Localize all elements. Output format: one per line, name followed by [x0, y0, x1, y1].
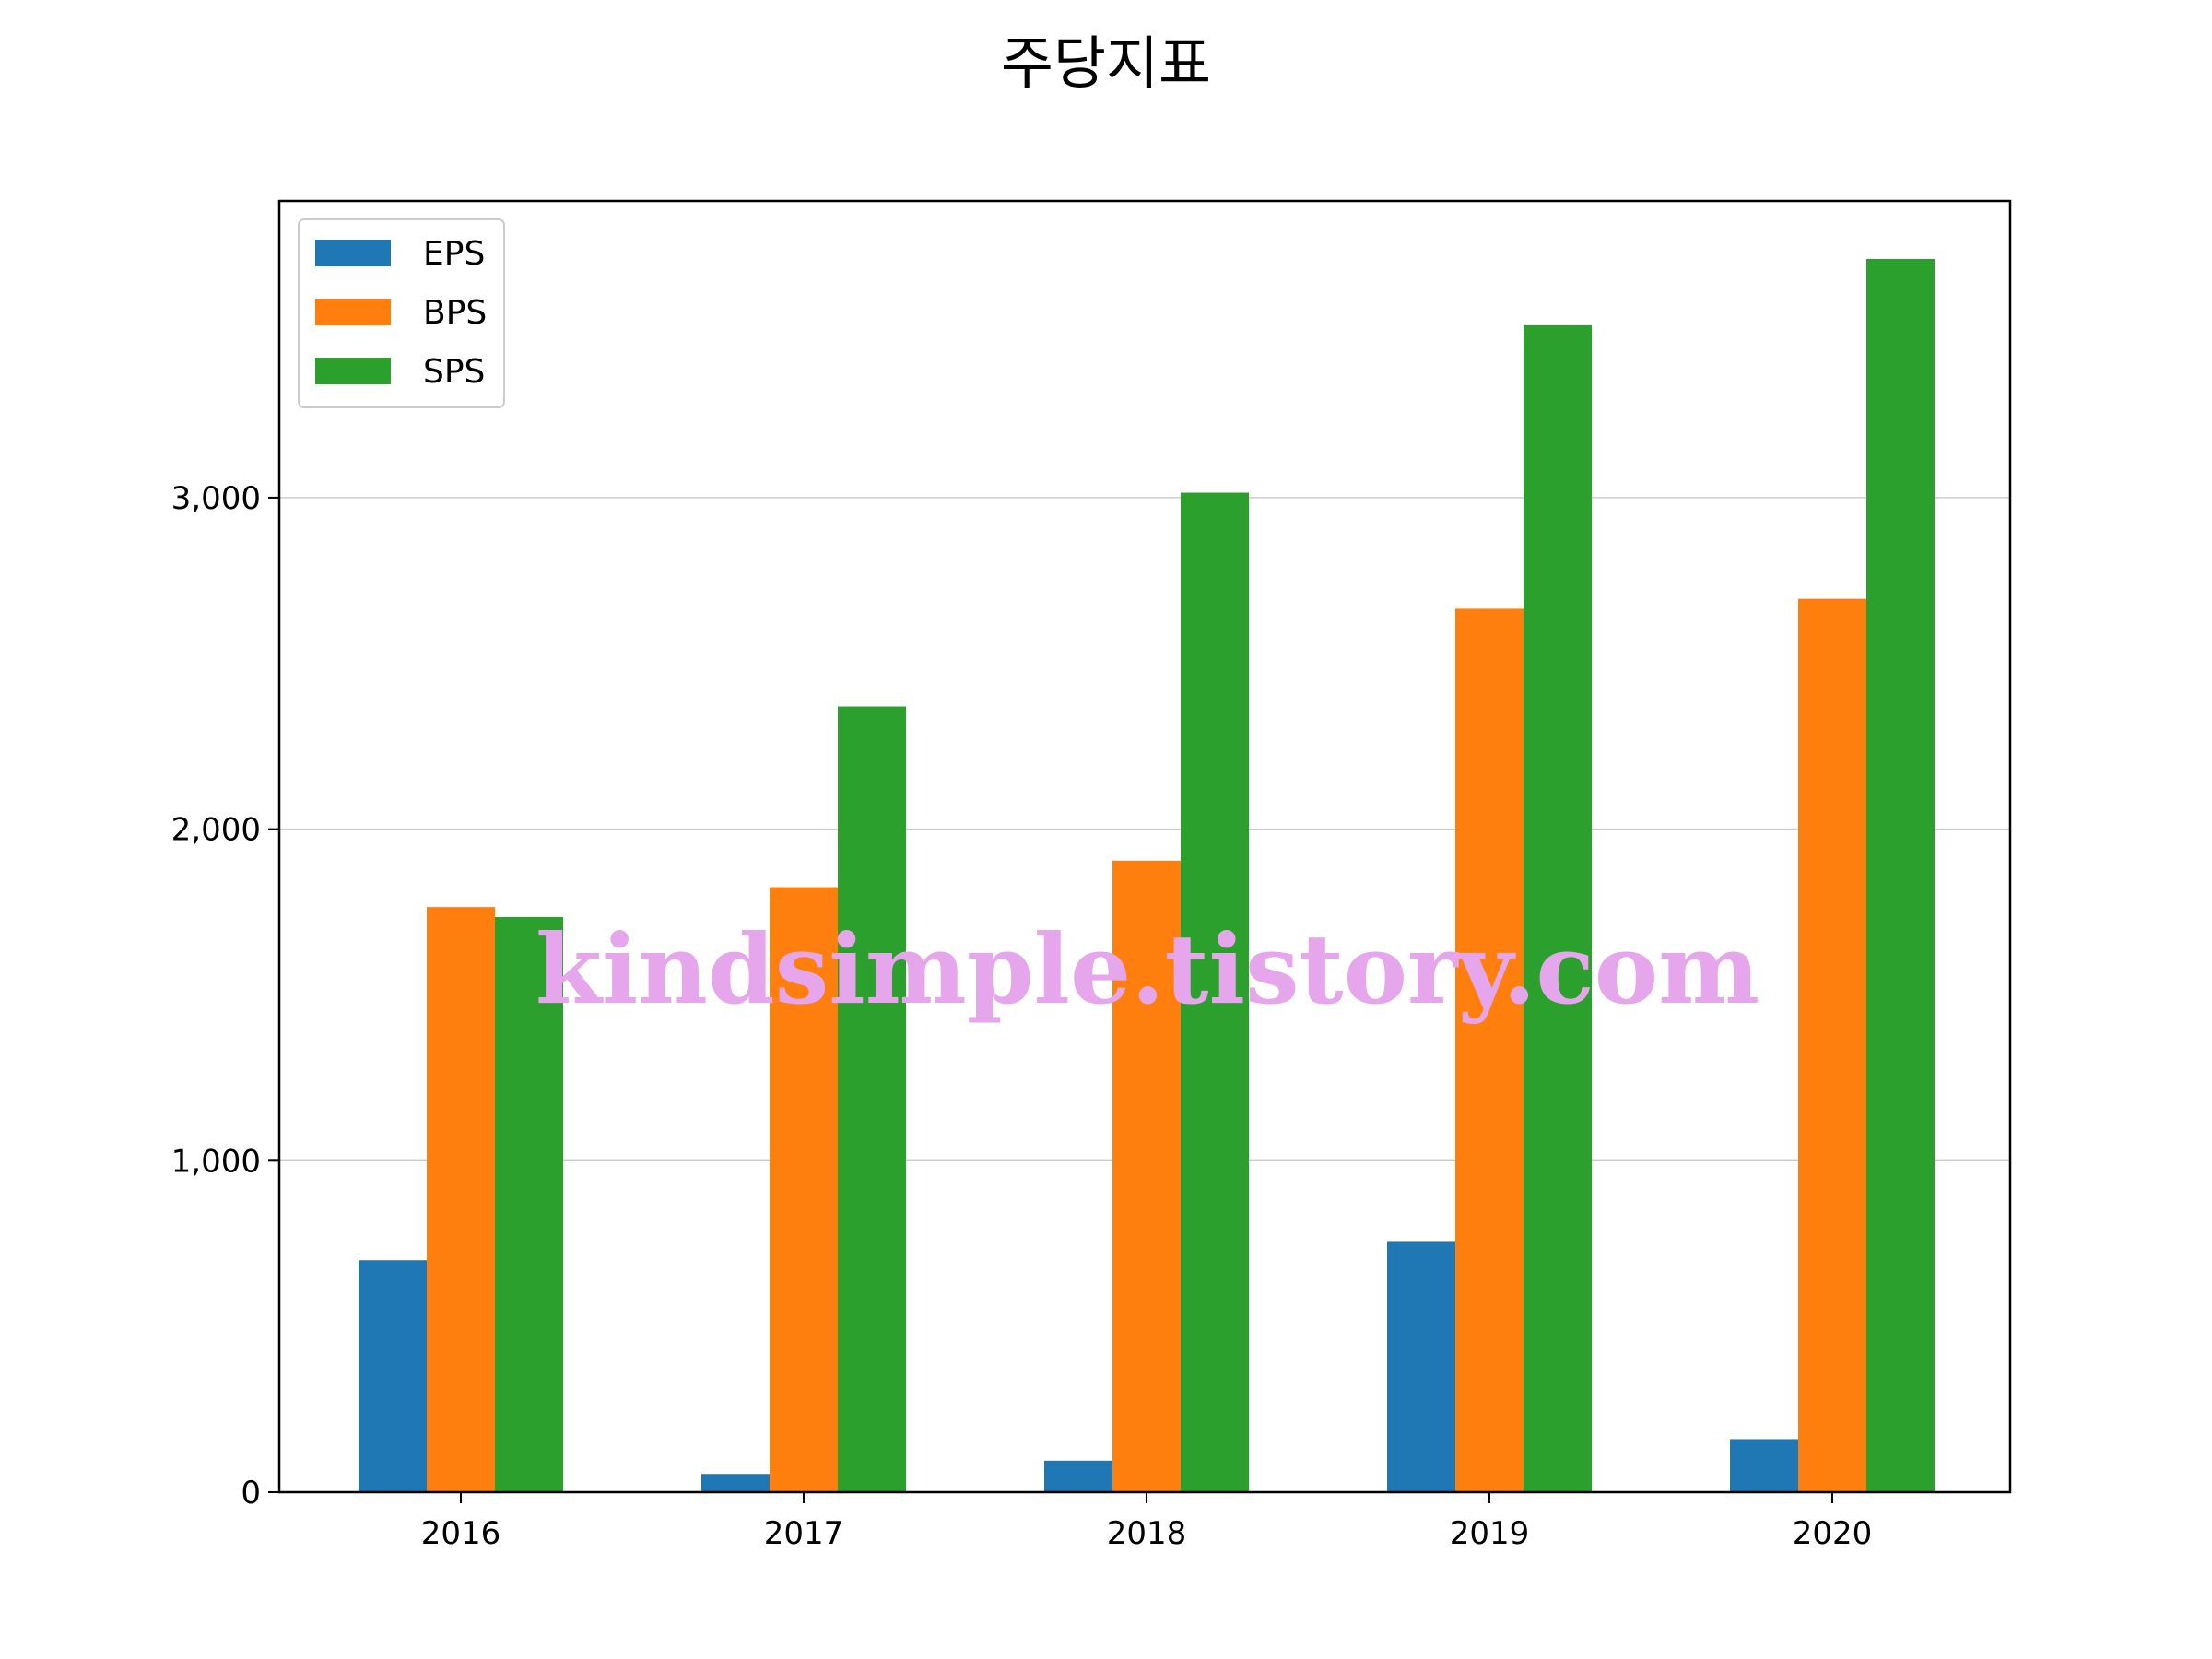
- y-axis: 0 1,000 2,000 3,000: [171, 480, 279, 1512]
- x-axis: 2016 2017 2018 2019 2020: [421, 1492, 1873, 1552]
- bars: [359, 258, 1935, 1493]
- bar-eps-2020: [1730, 1439, 1798, 1492]
- bar-eps-2018: [1044, 1460, 1112, 1492]
- bar-sps-2019: [1524, 324, 1592, 1492]
- bar-bps-2016: [427, 907, 495, 1492]
- legend-label-sps: SPS: [423, 353, 485, 391]
- bar-bps-2020: [1798, 598, 1866, 1492]
- chart-title: 주당지표: [1001, 29, 1211, 97]
- x-tick-label: 2018: [1107, 1515, 1187, 1552]
- bar-eps-2016: [359, 1260, 427, 1492]
- bar-eps-2019: [1387, 1241, 1455, 1492]
- x-tick-label: 2019: [1450, 1515, 1530, 1552]
- bar-bps-2019: [1455, 608, 1524, 1492]
- bar-eps-2017: [701, 1474, 770, 1492]
- legend-swatch-bps: [315, 299, 391, 325]
- legend: EPS BPS SPS: [298, 218, 505, 408]
- y-tick-label: 0: [241, 1475, 261, 1512]
- bar-bps-2017: [770, 887, 838, 1492]
- bar-sps-2016: [495, 916, 563, 1492]
- legend-label-bps: BPS: [423, 294, 487, 332]
- legend-swatch-sps: [315, 358, 391, 384]
- bar-sps-2020: [1866, 258, 1935, 1493]
- watermark-text: kindsimple.tistory.com: [535, 912, 1759, 1026]
- bar-sps-2018: [1181, 492, 1249, 1493]
- plot-frame: [277, 199, 2012, 1494]
- x-tick-label: 2020: [1793, 1515, 1873, 1552]
- bar-bps-2018: [1112, 860, 1181, 1492]
- bar-sps-2017: [838, 706, 906, 1492]
- x-tick-label: 2017: [764, 1515, 844, 1552]
- y-tick-label: 2,000: [171, 812, 261, 849]
- y-tick-label: 1,000: [171, 1143, 261, 1180]
- x-tick-label: 2016: [421, 1515, 501, 1552]
- legend-label-eps: EPS: [423, 235, 485, 273]
- y-tick-label: 3,000: [171, 480, 261, 517]
- legend-swatch-eps: [315, 240, 391, 266]
